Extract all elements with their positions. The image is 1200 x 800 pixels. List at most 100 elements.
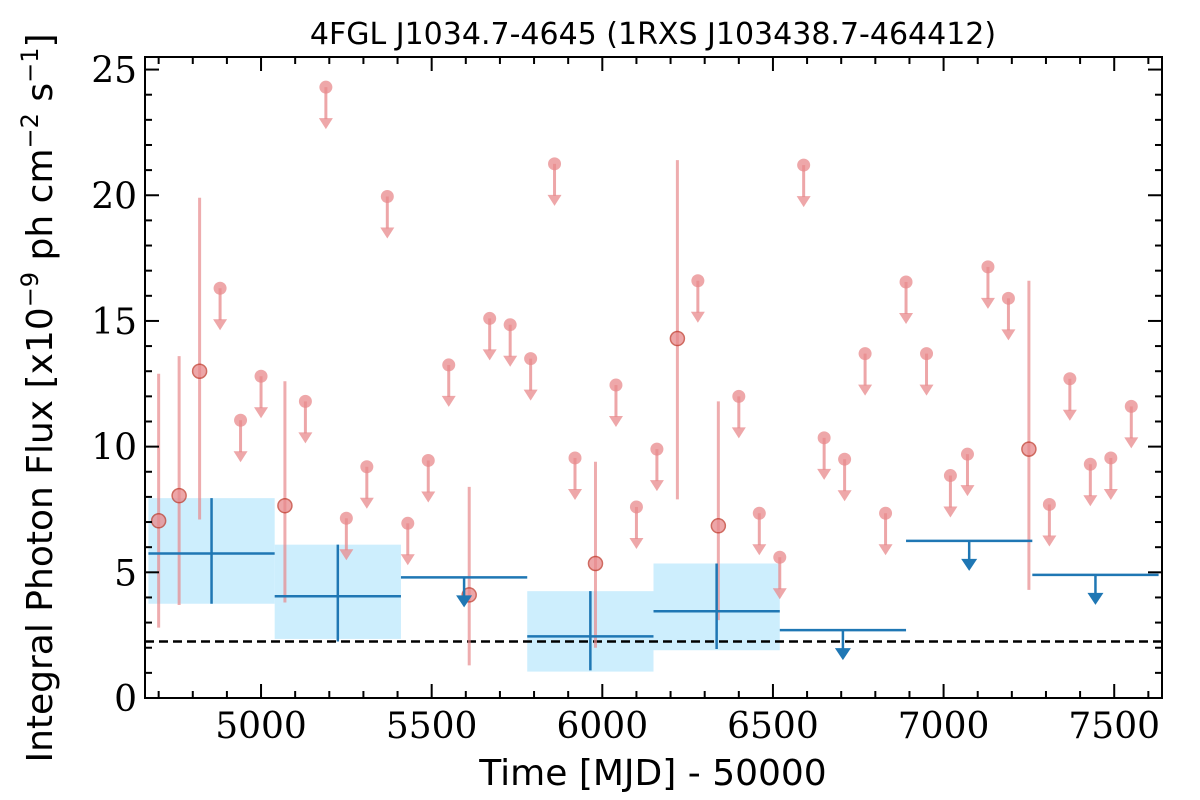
- upper-limit-point: [732, 389, 746, 403]
- upper-limit-arrowhead: [1103, 488, 1118, 500]
- upper-limit-point: [797, 158, 811, 172]
- upper-limit-point: [1063, 372, 1077, 386]
- upper-limit-point: [858, 347, 872, 361]
- upper-limit-arrowhead: [649, 480, 664, 492]
- upper-limit-point: [524, 352, 538, 366]
- upper-limit-arrowhead: [1124, 437, 1139, 449]
- x-tick-label: 5000: [215, 706, 307, 747]
- upper-limit-arrowhead: [1001, 329, 1016, 341]
- x-tick-label: 7500: [1068, 706, 1160, 747]
- upper-limit-arrowhead: [960, 485, 975, 497]
- upper-limit-point: [773, 550, 787, 564]
- y-tick-label: 5: [114, 553, 137, 594]
- upper-limit-arrowhead: [482, 349, 497, 361]
- upper-limit-point: [548, 157, 562, 171]
- upper-limit-point: [650, 442, 664, 456]
- y-axis-label-exp1: −9: [16, 272, 44, 307]
- x-tick-label: 7000: [898, 706, 990, 747]
- upper-limit-point: [1042, 497, 1056, 511]
- upper-limit-point: [960, 447, 974, 461]
- chart-title: 4FGL J1034.7-4645 (1RXS J103438.7-464412…: [310, 17, 996, 52]
- upper-limit-point: [981, 260, 995, 274]
- y-axis-label-post: ]: [20, 33, 61, 47]
- upper-limit-point: [1001, 291, 1015, 305]
- upper-limit-point: [943, 469, 957, 483]
- upper-limit-arrowhead: [1062, 409, 1077, 421]
- long-bin-limit-arrowhead: [834, 648, 851, 661]
- upper-limit-arrowhead: [752, 544, 767, 556]
- upper-limit-point: [421, 453, 435, 467]
- upper-limit-arrowhead: [213, 319, 228, 331]
- upper-limit-arrowhead: [731, 427, 746, 439]
- y-axis-label-pre: Integral Photon Flux [x10: [20, 307, 61, 762]
- upper-limit-point: [1104, 451, 1118, 465]
- upper-limit-point: [629, 500, 643, 514]
- upper-limit-arrowhead: [608, 416, 623, 428]
- long-bin-limit-arrowhead: [961, 558, 978, 571]
- upper-limit-arrowhead: [503, 355, 518, 367]
- upper-limit-arrowhead: [858, 384, 873, 396]
- upper-limit-arrowhead: [878, 544, 893, 556]
- upper-limit-point: [319, 80, 333, 94]
- upper-limit-arrowhead: [359, 497, 374, 509]
- x-tick-label: 5500: [386, 706, 478, 747]
- upper-limit-point: [503, 318, 517, 332]
- detection-point: [277, 497, 293, 514]
- y-axis-label: Integral Photon Flux [x10−9 ph cm−2 s−1]: [16, 33, 61, 762]
- upper-limit-arrowhead: [400, 554, 415, 566]
- x-tick-label: 6500: [727, 706, 819, 747]
- upper-limit-arrowhead: [943, 506, 958, 518]
- upper-limit-arrowhead: [899, 312, 914, 324]
- upper-limit-arrowhead: [568, 488, 583, 500]
- upper-limit-point: [752, 506, 766, 520]
- upper-limit-arrowhead: [298, 432, 313, 444]
- y-tick-label: 20: [91, 176, 137, 217]
- upper-limit-point: [879, 506, 893, 520]
- detection-point: [191, 363, 208, 379]
- upper-limit-point: [817, 431, 831, 445]
- detection-point: [1021, 441, 1037, 457]
- upper-limit-arrowhead: [629, 537, 644, 549]
- upper-limit-point: [1124, 399, 1138, 413]
- upper-limit-arrowhead: [421, 491, 436, 503]
- upper-limit-point: [339, 511, 353, 525]
- upper-limit-arrowhead: [919, 384, 934, 396]
- upper-limit-arrowhead: [980, 297, 995, 309]
- upper-limit-arrowhead: [547, 194, 562, 206]
- upper-limit-arrowhead: [690, 311, 705, 323]
- detection-point: [710, 518, 727, 534]
- upper-limit-point: [920, 347, 934, 361]
- upper-limit-point: [254, 369, 268, 383]
- y-tick-label: 25: [91, 51, 137, 92]
- upper-limit-arrowhead: [339, 549, 354, 561]
- upper-limit-point: [483, 311, 497, 325]
- y-axis-label-mid: ph cm: [20, 148, 61, 271]
- upper-limit-arrowhead: [380, 227, 395, 239]
- upper-limit-arrowhead: [796, 196, 811, 208]
- upper-limit-arrowhead: [1083, 495, 1098, 507]
- plot-area: 5000 5500 6000 6500 7000 7500 0 5 10 15 20 25: [91, 51, 1163, 747]
- upper-limit-arrowhead: [837, 490, 852, 502]
- upper-limit-point: [360, 460, 374, 474]
- upper-limit-point: [298, 394, 312, 408]
- x-axis-label: Time [MJD] - 50000: [478, 753, 826, 794]
- upper-limit-arrowhead: [772, 588, 787, 600]
- y-tick-label: 15: [91, 302, 137, 343]
- upper-limit-point: [401, 516, 415, 530]
- y-axis-label-exp2: −2: [16, 113, 44, 148]
- upper-limit-point: [899, 275, 913, 289]
- x-tick-label: 6000: [556, 706, 648, 747]
- upper-limit-point: [442, 358, 456, 372]
- upper-limit-arrowhead: [817, 468, 832, 480]
- detection-point: [669, 330, 686, 347]
- long-bin-limit-arrowhead: [1087, 592, 1104, 605]
- long-bin-limit-arrowhead: [456, 595, 473, 608]
- y-tick-label: 10: [91, 428, 137, 469]
- axes-frame: [144, 56, 1163, 699]
- y-axis-label-exp3: −1: [16, 48, 44, 83]
- upper-limit-point: [568, 451, 582, 465]
- upper-limit-point: [1083, 457, 1097, 471]
- detection-point: [150, 513, 167, 529]
- upper-limit-point: [380, 190, 394, 204]
